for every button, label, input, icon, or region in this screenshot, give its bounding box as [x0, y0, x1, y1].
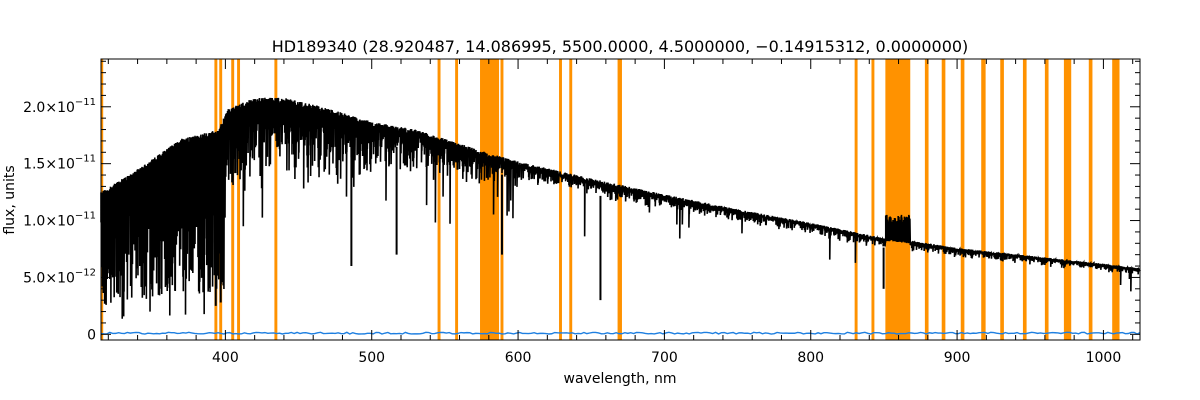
y-axis-ticks: 05.0×10−121.0×10−111.5×10−112.0×10−11	[23, 60, 1140, 343]
y-tick-mantissa: 0	[87, 327, 96, 343]
y-axis-label: flux, units	[2, 165, 18, 234]
masked-band	[1000, 59, 1004, 340]
chart-title: HD189340 (28.920487, 14.086995, 5500.000…	[272, 37, 969, 56]
masked-band	[1088, 59, 1093, 340]
y-tick-exponent: −11	[75, 97, 96, 108]
y-tick-exponent: −12	[75, 267, 96, 278]
masked-band	[941, 59, 946, 340]
y-tick-exponent: −11	[75, 154, 96, 165]
y-tick-mantissa: 5.0×10	[23, 270, 75, 286]
y-tick-mantissa: 1.0×10	[23, 214, 75, 230]
x-tick-label: 700	[651, 350, 678, 366]
x-tick-label: 900	[944, 350, 971, 366]
x-tick-label: 800	[797, 350, 824, 366]
masked-band	[1063, 59, 1072, 340]
masked-band	[455, 59, 459, 340]
y-tick-label: 5.0×10−12	[23, 267, 96, 286]
x-axis-ticks: 400 500 600 700 800 900 1000	[107, 59, 1134, 366]
y-tick-label: 1.0×10−11	[23, 211, 96, 230]
masked-band	[617, 59, 622, 340]
masked-band	[231, 59, 235, 340]
masked-band	[854, 59, 858, 340]
masked-band	[1112, 59, 1120, 340]
masked-band	[981, 59, 986, 340]
error-line	[100, 331, 1141, 335]
masked-band	[885, 59, 911, 340]
masked-band	[559, 59, 562, 340]
x-axis-label: wavelength, nm	[564, 371, 677, 387]
masked-band	[1044, 59, 1049, 340]
x-tick-label: 500	[358, 350, 385, 366]
masked-band	[1022, 59, 1027, 340]
y-tick-exponent: −11	[75, 211, 96, 222]
y-tick-label: 2.0×10−11	[23, 97, 96, 116]
plot-frame	[100, 58, 1141, 341]
masked-band	[437, 59, 441, 340]
y-tick-mantissa: 2.0×10	[23, 100, 75, 116]
masked-band	[274, 59, 278, 340]
y-tick-mantissa: 1.5×10	[23, 157, 75, 173]
masked-band	[871, 59, 875, 340]
masked-band	[960, 59, 965, 340]
masked-band	[924, 59, 929, 340]
masked-band	[237, 59, 241, 340]
masked-band	[480, 59, 500, 340]
y-tick-label: 1.5×10−11	[23, 154, 96, 173]
x-tick-label: 1000	[1086, 350, 1122, 366]
flux-line	[100, 97, 1141, 319]
x-tick-label: 600	[505, 350, 532, 366]
error-series	[100, 331, 1141, 335]
masked-band	[569, 59, 573, 340]
flux-series	[100, 97, 1141, 319]
y-tick-label: 0	[87, 327, 96, 343]
x-tick-label: 400	[212, 350, 239, 366]
